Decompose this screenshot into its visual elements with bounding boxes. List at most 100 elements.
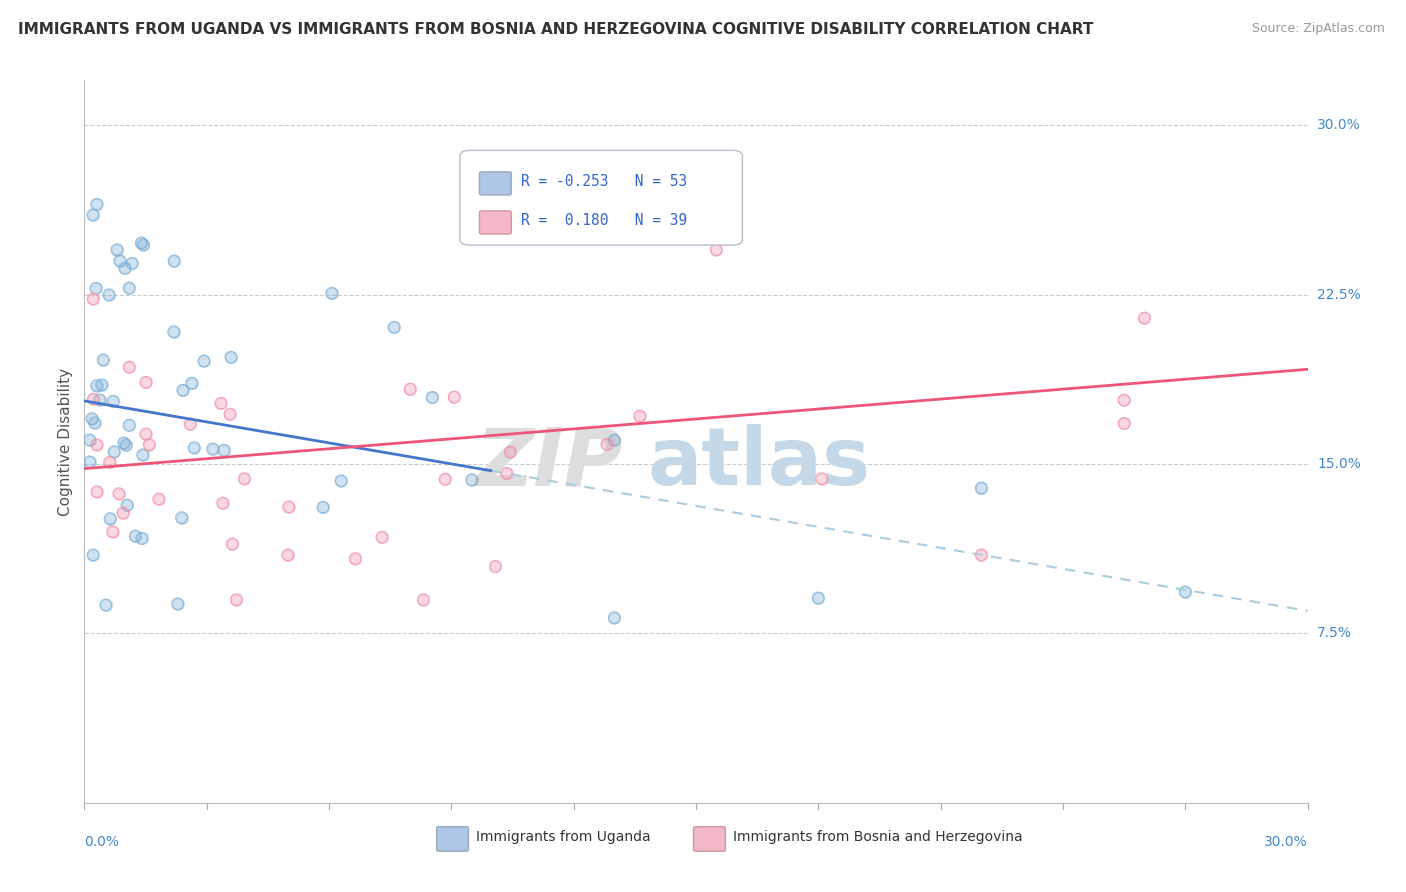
Point [132, 237, 155, 252]
Point [79, 433, 101, 447]
Point [115, 438, 138, 452]
Point [1174, 584, 1197, 599]
Point [111, 506, 134, 520]
Point [112, 436, 135, 450]
Point [193, 354, 215, 368]
Point [98, 455, 121, 469]
Point [118, 359, 141, 374]
Point [183, 441, 205, 455]
Point [98, 455, 121, 469]
Point [399, 382, 422, 396]
Point [179, 417, 201, 431]
Point [132, 237, 155, 252]
Point [135, 376, 157, 390]
Point [1114, 417, 1136, 431]
Point [180, 376, 202, 391]
Point [499, 445, 522, 459]
Point [382, 320, 405, 334]
Text: 15.0%: 15.0% [1317, 457, 1361, 471]
Point [115, 498, 138, 512]
Point [1133, 311, 1156, 326]
Point [105, 243, 128, 257]
Point [495, 467, 517, 481]
Point [312, 500, 335, 515]
Point [219, 351, 242, 365]
Point [82, 392, 104, 406]
Point [382, 320, 405, 334]
Point [209, 396, 232, 410]
Point [371, 530, 394, 544]
Y-axis label: Cognitive Disability: Cognitive Disability [58, 368, 73, 516]
Point [135, 427, 157, 442]
Point [89, 392, 111, 407]
Point [1114, 392, 1136, 407]
Point [86, 378, 108, 392]
Point [118, 359, 141, 374]
Point [86, 197, 108, 211]
Text: IMMIGRANTS FROM UGANDA VS IMMIGRANTS FROM BOSNIA AND HERZEGOVINA COGNITIVE DISAB: IMMIGRANTS FROM UGANDA VS IMMIGRANTS FRO… [18, 22, 1094, 37]
Point [132, 448, 155, 462]
Point [461, 473, 484, 487]
Point [172, 384, 194, 398]
Point [89, 392, 111, 407]
Point [603, 610, 626, 624]
Point [970, 481, 993, 495]
Point [101, 394, 124, 409]
Point [219, 351, 242, 365]
Point [138, 438, 160, 452]
Text: Immigrants from Bosnia and Herzegovina: Immigrants from Bosnia and Herzegovina [733, 830, 1022, 845]
Point [86, 438, 108, 452]
Point [179, 417, 201, 431]
Point [201, 442, 224, 456]
Point [212, 443, 235, 458]
Point [399, 382, 422, 396]
Point [807, 591, 830, 605]
Point [434, 472, 457, 486]
FancyBboxPatch shape [479, 211, 512, 234]
Point [706, 243, 728, 257]
Point [90, 377, 112, 392]
Point [1114, 417, 1136, 431]
Point [495, 467, 517, 481]
Point [83, 416, 105, 430]
Point [108, 253, 131, 268]
Point [118, 281, 141, 295]
Text: Source: ZipAtlas.com: Source: ZipAtlas.com [1251, 22, 1385, 36]
Point [420, 391, 443, 405]
FancyBboxPatch shape [437, 827, 468, 851]
Point [596, 437, 619, 451]
Point [225, 592, 247, 607]
Text: 22.5%: 22.5% [1317, 288, 1361, 301]
Point [219, 407, 242, 421]
Point [121, 256, 143, 270]
Point [277, 500, 299, 514]
Point [82, 292, 104, 306]
Text: ZIP: ZIP [475, 425, 623, 502]
Point [97, 287, 120, 301]
Point [321, 286, 343, 301]
Point [80, 411, 103, 425]
Point [180, 376, 202, 391]
Point [82, 548, 104, 562]
FancyBboxPatch shape [693, 827, 725, 851]
Point [166, 597, 188, 611]
Point [111, 506, 134, 520]
Point [233, 471, 256, 485]
Point [124, 529, 146, 543]
Point [135, 376, 157, 390]
Point [211, 496, 233, 510]
Point [221, 537, 243, 551]
Text: 0.0%: 0.0% [84, 835, 120, 849]
Point [82, 208, 104, 222]
Point [170, 510, 193, 524]
Point [115, 438, 138, 452]
Text: R =  0.180   N = 39: R = 0.180 N = 39 [522, 213, 688, 228]
Point [94, 598, 117, 612]
FancyBboxPatch shape [479, 172, 512, 195]
Point [86, 484, 108, 499]
Point [277, 500, 299, 514]
Point [412, 592, 434, 607]
Point [131, 532, 153, 546]
Point [212, 443, 235, 458]
Point [112, 436, 135, 450]
